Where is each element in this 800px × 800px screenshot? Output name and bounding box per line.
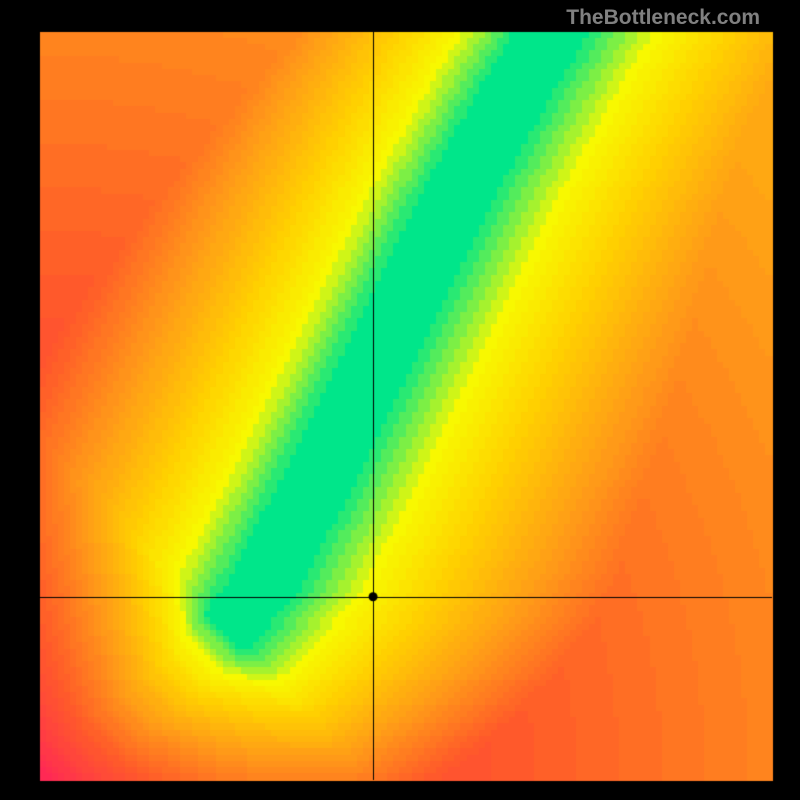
bottleneck-heatmap xyxy=(0,0,800,800)
chart-container: TheBottleneck.com xyxy=(0,0,800,800)
watermark-text: TheBottleneck.com xyxy=(566,6,760,30)
